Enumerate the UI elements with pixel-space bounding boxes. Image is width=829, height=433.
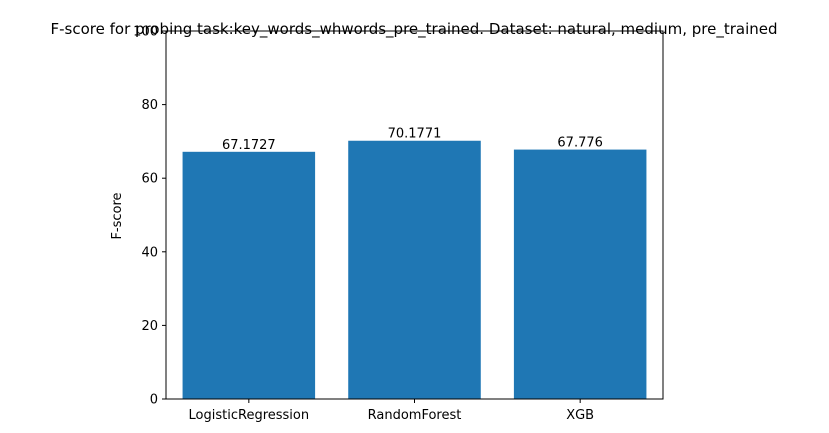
bar bbox=[348, 140, 481, 399]
y-axis-label: F-score bbox=[110, 192, 125, 239]
x-tick-label: XGB bbox=[566, 408, 594, 423]
plot-frame bbox=[165, 30, 664, 400]
chart-title: F-score for probing task:key_words_whwor… bbox=[51, 20, 778, 39]
y-tick-label: 0 bbox=[150, 393, 158, 408]
y-tick-label: 20 bbox=[141, 319, 158, 334]
y-tick-label: 80 bbox=[141, 98, 158, 113]
bar-value-label: 67.1727 bbox=[222, 138, 276, 153]
bar bbox=[182, 151, 316, 399]
bar-value-label: 70.1771 bbox=[388, 127, 442, 142]
y-tick-label: 40 bbox=[141, 245, 158, 260]
x-tick-label: LogisticRegression bbox=[189, 408, 310, 423]
y-tick-label: 100 bbox=[133, 25, 158, 40]
bar bbox=[513, 149, 647, 399]
x-tick-label: RandomForest bbox=[368, 408, 462, 423]
y-tick-label: 60 bbox=[141, 172, 158, 187]
bar-value-label: 67.776 bbox=[557, 136, 603, 151]
plot-area: 67.1727 LogisticRegression 70.1771 RandomFo… bbox=[133, 25, 664, 423]
